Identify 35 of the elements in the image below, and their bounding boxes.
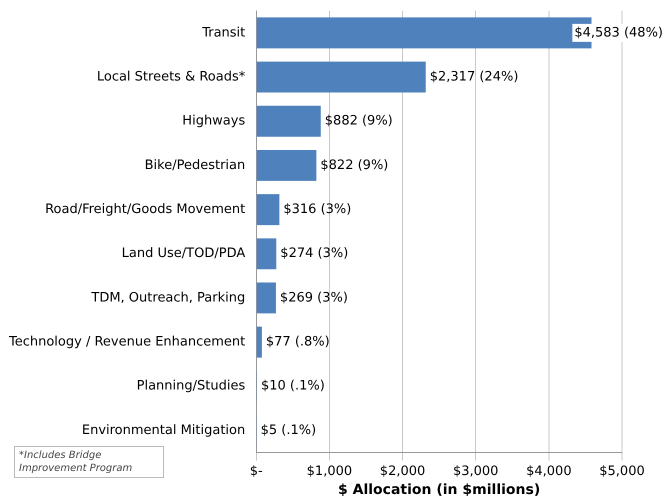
y-tick-label: Highways [182, 114, 246, 129]
x-tick-label: $3,000 [452, 464, 498, 479]
bar [256, 62, 426, 93]
x-tick-label: $4,000 [526, 464, 572, 479]
y-tick-label: Environmental Mitigation [82, 422, 246, 438]
data-label: $4,583 (48%) [574, 25, 664, 40]
x-axis-title: $ Allocation (in $millions) [338, 482, 540, 498]
data-label: $5 (.1%) [260, 422, 316, 438]
text: *Includes Bridge Improvement Program [14, 446, 164, 478]
data-label: $77 (.8%) [266, 334, 330, 350]
y-tick-label: Local Streets & Roads* [96, 69, 246, 84]
y-tick-label: TDM, Outreach, Parking [90, 290, 246, 306]
x-tick-label: $1,000 [306, 464, 352, 479]
data-label: $316 (3%) [283, 202, 352, 217]
y-tick-label: Road/Freight/Goods Movement [45, 202, 246, 217]
bar [256, 238, 276, 270]
x-tick-label: $- [250, 464, 264, 479]
data-label: $274 (3%) [280, 246, 348, 262]
y-tick-label: Transit [201, 25, 246, 40]
data-label: $882 (9%) [324, 114, 393, 129]
y-tick-label: Bike/Pedestrian [144, 158, 246, 173]
bar [256, 194, 280, 226]
bar [256, 282, 276, 314]
data-label: $822 (9%) [320, 158, 388, 173]
data-label: $269 (3%) [280, 290, 348, 306]
data-label: $2,317 (24%) [430, 69, 518, 84]
x-tick-label: $2,000 [380, 464, 426, 479]
y-tick-label: Land Use/TOD/PDA [122, 246, 246, 262]
bar [256, 106, 321, 137]
bar [256, 150, 316, 181]
bar [256, 326, 262, 358]
data-label: $10 (.1%) [260, 378, 325, 394]
y-tick-label: Technology / Revenue Enhancement [8, 334, 246, 350]
y-tick-label: Planning/Studies [136, 378, 246, 394]
x-tick-label: $5,000 [599, 464, 645, 479]
